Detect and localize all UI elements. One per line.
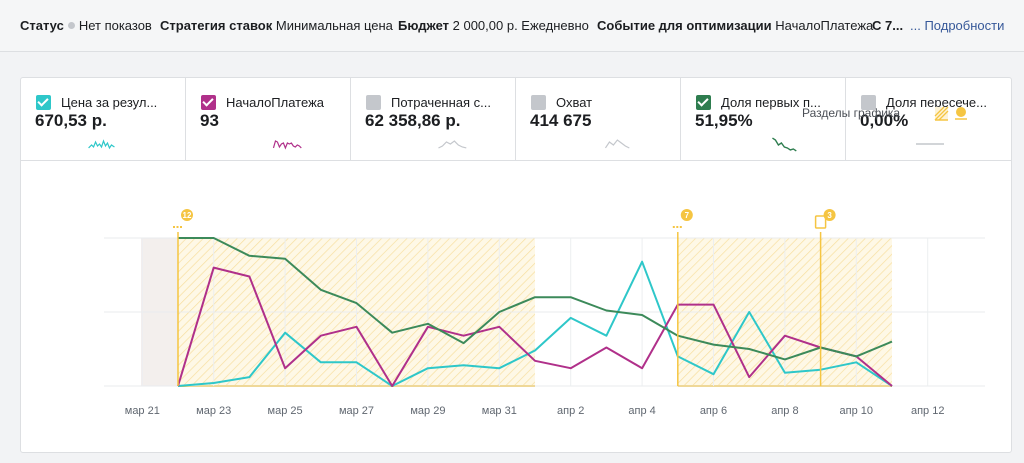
marker-section-icon[interactable] (955, 107, 967, 120)
budget-value: 2 000,00 р. Ежедневно (452, 18, 589, 33)
metric-tiles: Цена за резул... 670,53 р. НачалоПлатежа… (21, 78, 1011, 161)
metric-label: Доля пересече... (886, 95, 987, 110)
checkbox-checked-icon[interactable] (201, 95, 216, 110)
optimization-event-value: НачалоПлатежа (775, 18, 874, 33)
metric-label: Цена за резул... (61, 95, 158, 110)
checkbox-unchecked-icon[interactable] (861, 95, 876, 110)
chart-section-toggles (934, 106, 967, 121)
metric-tile-overlap-share[interactable]: Доля пересече... 0,00% (846, 78, 1011, 160)
metric-tile-cost-per-result[interactable]: Цена за резул... 670,53 р. (21, 78, 186, 160)
checkbox-checked-icon[interactable] (36, 95, 51, 110)
sparkline-icon (438, 140, 467, 149)
more-details-link[interactable]: ... Подробности (910, 18, 1005, 33)
sparkline-icon (772, 137, 797, 152)
sparkline-icon (604, 139, 630, 149)
status-field: Статус Нет показов (20, 0, 152, 51)
metric-tile-reach[interactable]: Охват 414 675 (516, 78, 681, 160)
budget-field: Бюджет 2 000,00 р. Ежедневно (398, 0, 589, 51)
performance-card: Цена за резул... 670,53 р. НачалоПлатежа… (20, 77, 1012, 453)
bid-strategy-label: Стратегия ставок (160, 18, 273, 33)
checkbox-checked-icon[interactable] (696, 95, 711, 110)
metric-label: Доля первых п... (721, 95, 821, 110)
optimization-event-label: Событие для оптимизации (597, 18, 772, 33)
chart-sections-label: Разделы графика (802, 106, 901, 120)
truncated-text: С 7... (872, 18, 904, 33)
metric-value: 51,95% (695, 111, 753, 130)
hatch-section-icon[interactable] (934, 106, 949, 121)
metric-value: 414 675 (530, 111, 592, 130)
sparkline-icon (88, 139, 115, 150)
ad-set-summary-bar: Статус Нет показов Стратегия ставок Миним… (0, 0, 1024, 52)
metric-value: 62 358,86 р. (365, 111, 461, 130)
checkbox-unchecked-icon[interactable] (366, 95, 381, 110)
status-dot-icon (67, 22, 75, 29)
bid-strategy-field: Стратегия ставок Минимальная цена (160, 0, 393, 51)
truncated-field: С 7... (872, 0, 904, 51)
metric-value: 670,53 р. (35, 111, 107, 130)
metric-tile-payment-start[interactable]: НачалоПлатежа 93 (186, 78, 351, 160)
metric-tile-amount-spent[interactable]: Потраченная с... 62 358,86 р. (351, 78, 516, 160)
budget-label: Бюджет (398, 18, 449, 33)
metric-label: НачалоПлатежа (226, 95, 324, 110)
checkbox-unchecked-icon[interactable] (531, 95, 546, 110)
status-value: Нет показов (78, 18, 152, 33)
metric-value: 93 (200, 111, 219, 130)
metric-tile-first-impression-share[interactable]: Доля первых п... 51,95% (681, 78, 846, 160)
metric-value: 0,00% (860, 111, 909, 130)
bid-strategy-value: Минимальная цена (275, 18, 393, 33)
status-label: Статус (20, 18, 64, 33)
metric-label: Охват (556, 95, 593, 110)
sparkline-icon (272, 140, 302, 150)
sparkline-icon (916, 143, 944, 145)
optimization-event-field: Событие для оптимизации НачалоПлатежа (597, 0, 874, 51)
metric-label: Потраченная с... (391, 95, 491, 110)
